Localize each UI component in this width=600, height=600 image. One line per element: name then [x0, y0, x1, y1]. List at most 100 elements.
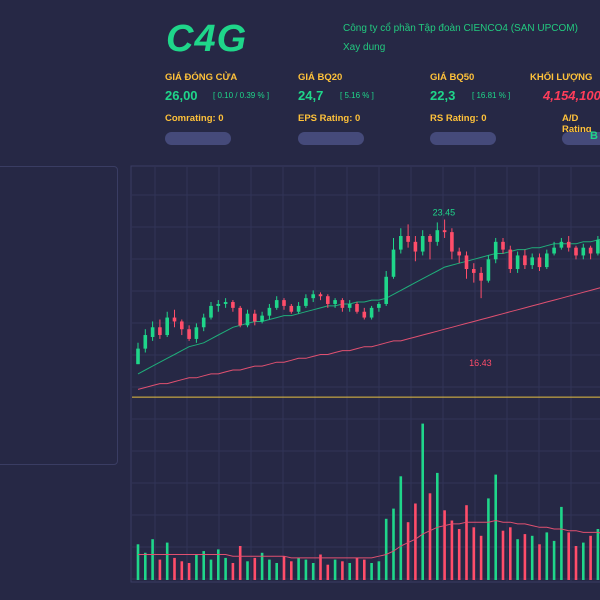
volume-bar	[304, 559, 308, 580]
volume-bar	[275, 563, 278, 580]
volume-bar	[552, 540, 556, 580]
candle-body	[501, 241, 505, 250]
candle-body	[581, 247, 586, 256]
volume-bar	[268, 559, 271, 580]
candle-body	[574, 247, 578, 256]
candle-body	[267, 307, 272, 316]
candle-body	[165, 317, 169, 336]
ad-rating-label: A/D Rating	[562, 113, 592, 135]
volume-bar	[311, 563, 315, 580]
close-price-value: 26,00	[165, 88, 198, 103]
volume-bar	[574, 546, 578, 580]
volume-bar	[202, 551, 205, 580]
volume-bar	[297, 557, 300, 580]
volume-bar	[319, 554, 322, 580]
volume-bar	[151, 539, 154, 580]
candle-body	[450, 232, 454, 252]
volume-bar	[136, 544, 140, 580]
candle-body	[384, 276, 388, 304]
volume-bar	[545, 532, 549, 580]
ma20-value: 24,7	[298, 88, 324, 103]
candle-body	[143, 335, 148, 349]
ticker-symbol: C4G	[166, 18, 248, 60]
candle-body	[391, 249, 396, 277]
candle-body	[216, 303, 221, 306]
candle-body	[311, 294, 315, 299]
candle-body	[296, 305, 301, 312]
candle-body	[238, 307, 242, 326]
volume-bar	[399, 476, 403, 580]
candle-body	[340, 300, 345, 308]
candle-body	[399, 236, 403, 250]
volume-bar	[355, 557, 359, 580]
candle-body	[326, 296, 330, 304]
price-chart[interactable]: 23.45 16.43	[130, 165, 600, 585]
volume-bar	[377, 561, 381, 580]
candle-body	[274, 300, 279, 308]
volume-bar	[567, 532, 570, 580]
candle-body	[347, 303, 352, 308]
volume-bar	[260, 552, 264, 580]
volume-bar	[246, 561, 249, 580]
candle-body	[435, 230, 440, 242]
candle-body	[508, 249, 513, 270]
candle-body	[523, 255, 527, 266]
volume-bar	[253, 557, 257, 580]
ma50-label: GIÁ BQ50	[430, 72, 475, 83]
candle-body	[515, 255, 520, 270]
candle-body	[158, 327, 162, 336]
candle-body	[479, 272, 483, 281]
volume-bar	[516, 539, 519, 580]
candle-body	[588, 247, 593, 254]
volume-bar	[421, 423, 424, 580]
volume-bar	[370, 563, 373, 580]
price-chart-svg[interactable]: 23.45 16.43	[130, 165, 600, 585]
candle-body	[472, 269, 476, 273]
volume-bar	[443, 510, 446, 580]
close-price-label: GIÁ ĐÓNG CỬA	[165, 72, 238, 83]
volume-bar	[282, 556, 286, 580]
candle-body	[260, 315, 264, 322]
volume-bar	[501, 530, 505, 580]
price-annotation: 16.43	[469, 358, 492, 368]
volume-bar	[472, 527, 476, 580]
candle-body	[187, 329, 191, 339]
volume-bar	[406, 522, 410, 580]
candle-body	[464, 255, 469, 270]
volume-value: 4,154,100	[543, 88, 600, 103]
volume-bar	[209, 559, 213, 580]
volume-bar	[195, 554, 198, 580]
candle-body	[136, 348, 140, 365]
chart-frame	[130, 165, 600, 583]
volume-bar	[238, 546, 242, 580]
candle-body	[486, 259, 491, 281]
close-price-change: [ 0.10 / 0.39 % ]	[213, 91, 270, 100]
candle-body	[362, 311, 367, 318]
comrating-label: Comrating: 0	[165, 113, 224, 124]
candle-body	[377, 303, 381, 308]
candle-body	[406, 236, 410, 242]
volume-bar	[348, 563, 351, 580]
candle-body	[304, 298, 308, 306]
volume-bar	[560, 506, 563, 580]
ad-rating-badge: B	[590, 130, 598, 142]
candle-body	[245, 313, 250, 326]
volume-bar	[363, 559, 366, 580]
candle-body	[318, 294, 323, 297]
candle-body	[566, 241, 571, 248]
eps-rating-bar	[298, 132, 364, 145]
candle-body	[457, 251, 461, 256]
candle-body	[530, 257, 534, 266]
candle-body	[282, 300, 286, 306]
volume-bar	[384, 518, 388, 580]
volume-bar	[217, 549, 220, 580]
candle-body	[231, 302, 235, 308]
volume-bar	[392, 508, 395, 580]
candle-body	[194, 327, 199, 339]
candle-body	[420, 236, 425, 252]
industry-label: Xay dung	[343, 42, 386, 53]
candle-body	[333, 300, 337, 304]
volume-bar	[231, 563, 235, 580]
candle-body	[253, 313, 257, 322]
candle-body	[428, 236, 432, 242]
